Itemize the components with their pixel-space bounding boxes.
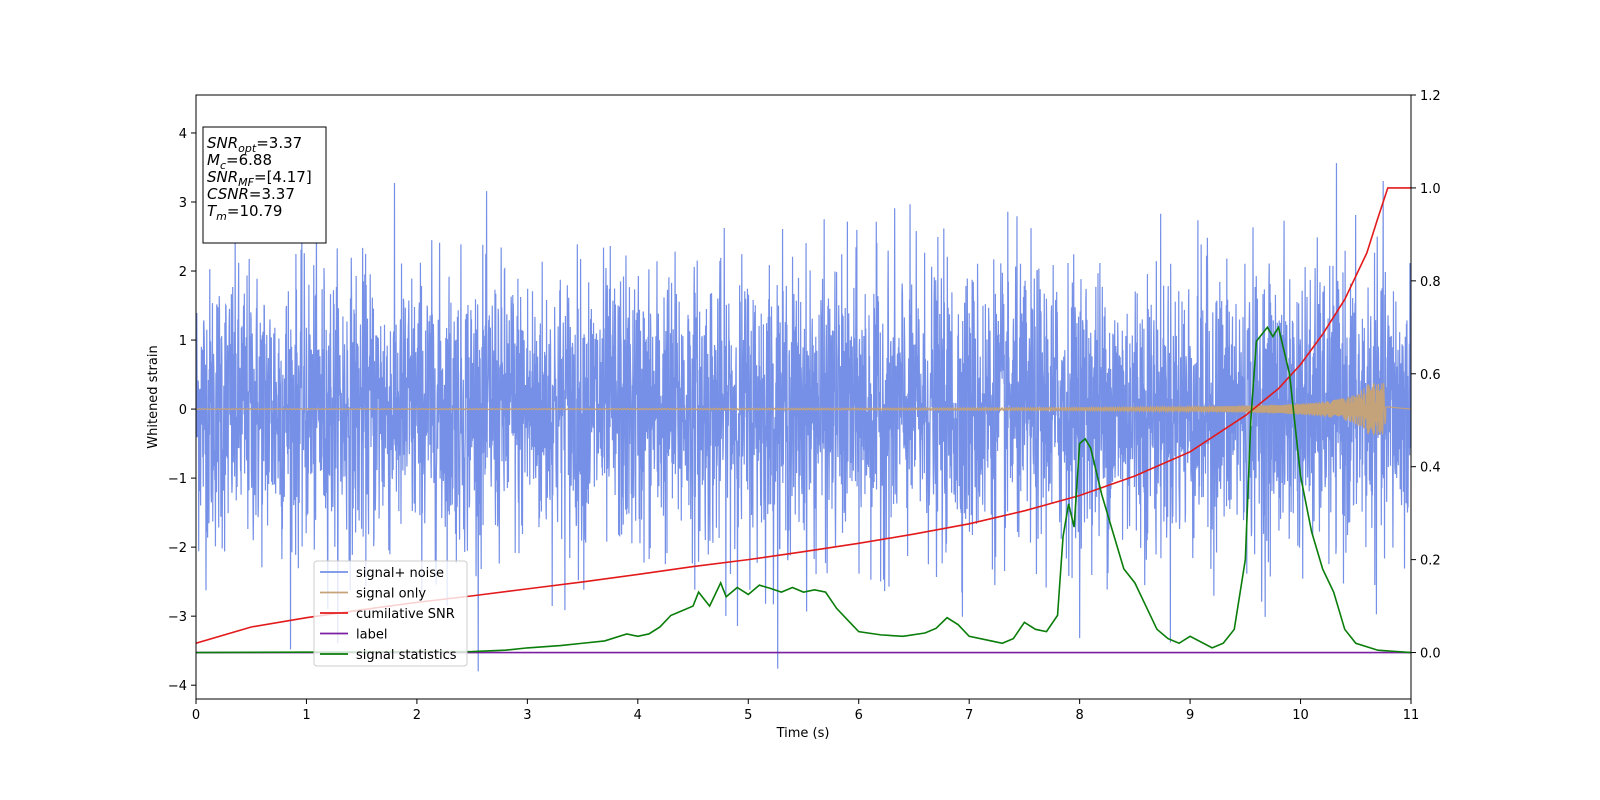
legend-entry: signal statistics [356, 648, 457, 663]
legend-entry: cumilative SNR [356, 607, 455, 622]
y-tick-label: −4 [168, 679, 187, 694]
y-tick-label: −1 [168, 472, 187, 487]
annotation-line: SNRMF=[4.17] [207, 168, 312, 189]
x-tick-label: 6 [855, 708, 863, 723]
legend-entry: signal only [356, 587, 426, 602]
series-signal-only-line [196, 383, 1411, 436]
annotation-line: CSNR=3.37 [207, 185, 295, 203]
legend-entry: signal+ noise [356, 566, 444, 581]
y-tick-label: 0 [179, 403, 187, 418]
y-tick-label: 2 [179, 265, 187, 280]
annotation-frame [202, 126, 327, 244]
annotation-line: Tm=10.79 [207, 202, 282, 223]
x-tick-label: 8 [1075, 708, 1083, 723]
x-tick-label: 4 [634, 708, 642, 723]
x-tick-label: 2 [413, 708, 421, 723]
y-tick-label: 4 [179, 127, 187, 142]
x-tick-label: 0 [192, 708, 200, 723]
annotation-line: SNRopt=3.37 [207, 134, 302, 155]
x-tick-label: 10 [1292, 708, 1309, 723]
annotation-box: SNRopt=3.37Mc=6.88SNRMF=[4.17]CSNR=3.37T… [202, 126, 327, 244]
y-tick-label: 3 [179, 196, 187, 211]
x-tick-label: 9 [1186, 708, 1194, 723]
y-tick-label: −3 [168, 610, 187, 625]
y2-tick-label: 1.2 [1420, 89, 1441, 104]
x-tick-label: 7 [965, 708, 973, 723]
x-tick-label: 1 [302, 708, 310, 723]
y2-tick-label: 0.6 [1420, 368, 1441, 383]
y-tick-label: 1 [179, 334, 187, 349]
plot-frame [195, 94, 1412, 700]
legend-frame [313, 560, 468, 667]
legend: signal+ noise signal only cumilative SNR la… [313, 560, 468, 667]
x-tick-label: 11 [1403, 708, 1420, 723]
annotation-line: Mc=6.88 [207, 151, 272, 172]
x-axis-label: Time (s) [776, 726, 830, 741]
x-tick-label: 3 [523, 708, 531, 723]
y-tick-label: −2 [168, 541, 187, 556]
ticks-layer: 0 1 2 3 4 5 6 7 8 9 10 11 −4 −3 −2 −1 0 1 2 3 4 0.0 0.2 0.4 0.6 0… [168, 89, 1441, 723]
x-tick-label: 5 [744, 708, 752, 723]
y2-tick-label: 0.0 [1420, 647, 1441, 662]
y2-tick-label: 0.2 [1420, 554, 1441, 569]
y2-tick-label: 0.4 [1420, 461, 1441, 476]
legend-entry: label [356, 628, 387, 643]
y-axis-label: Whitened strain [146, 345, 161, 448]
series-signal-statistics-line [196, 325, 1411, 654]
y2-tick-label: 0.8 [1420, 275, 1441, 290]
y2-tick-label: 1.0 [1420, 182, 1441, 197]
